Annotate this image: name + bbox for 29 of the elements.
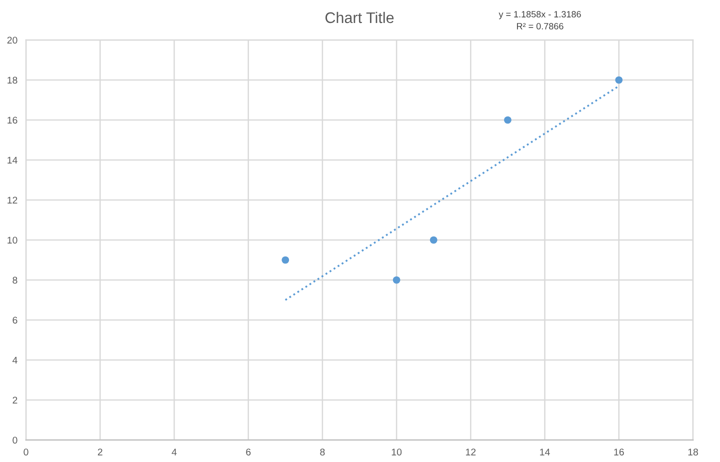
y-tick-label: 12 [8, 196, 18, 204]
point [615, 76, 623, 84]
x-tick-label: 8 [320, 448, 325, 456]
y-tick-label: 2 [12, 396, 18, 404]
x-tick-label: 0 [24, 448, 28, 456]
x-tick-label: 18 [688, 448, 698, 456]
y-tick-label: 6 [12, 316, 18, 324]
y-tick-label: 10 [8, 236, 18, 244]
y-tick-label: 0 [12, 436, 18, 444]
point [504, 116, 512, 124]
y-tick-label: 18 [8, 76, 18, 84]
point [430, 236, 438, 244]
y-tick-label: 16 [8, 116, 18, 124]
y-tick-label: 8 [12, 276, 18, 284]
x-tick-label: 6 [246, 448, 251, 456]
text: y = 1.1858x - 1.3186 [498, 11, 581, 20]
y-tick-label: 4 [12, 356, 18, 364]
x-tick-label: 4 [172, 448, 177, 456]
x-tick-label: 10 [392, 448, 402, 456]
point [392, 276, 400, 284]
x-tick-label: 16 [614, 448, 624, 456]
x-tick-label: 2 [98, 448, 102, 456]
chart-title: Chart Title [325, 12, 394, 24]
y-tick-label: 20 [7, 36, 18, 44]
y-tick-label: 14 [8, 156, 18, 164]
text: R² = 0.7866 [517, 23, 564, 30]
point [282, 256, 290, 264]
x-tick-label: 12 [466, 448, 476, 456]
x-tick-label: 14 [540, 448, 550, 456]
